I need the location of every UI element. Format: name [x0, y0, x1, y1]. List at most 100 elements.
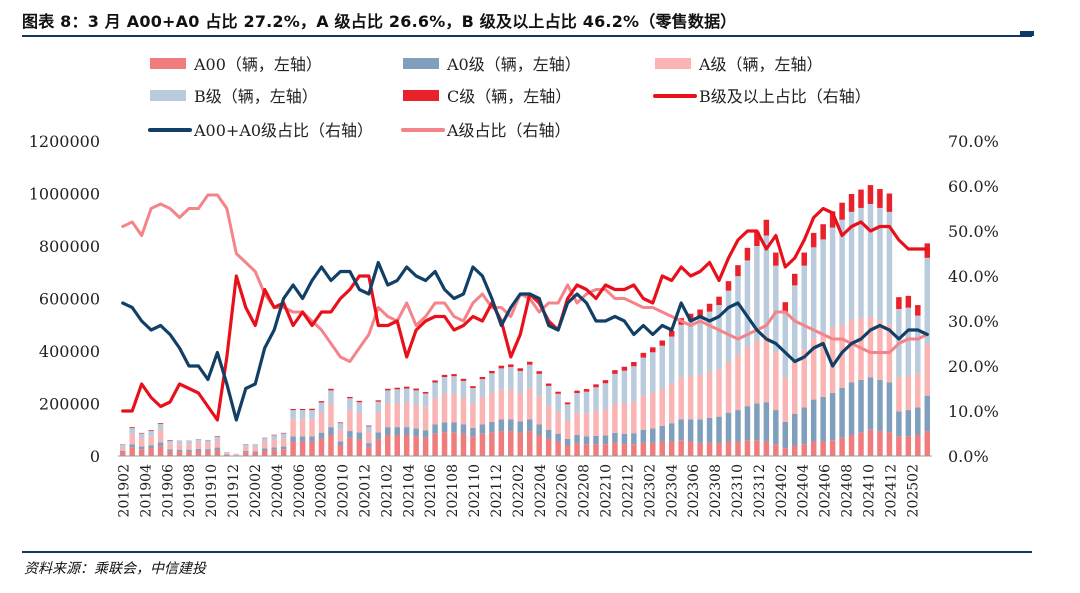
bar-a0-77 — [848, 382, 855, 435]
bar-a-28 — [385, 403, 391, 428]
bar-a00-20 — [309, 441, 315, 456]
bar-b-35 — [451, 376, 457, 395]
bar-a0-42 — [517, 421, 524, 433]
bar-a-17 — [280, 438, 287, 447]
bar-a-22 — [328, 403, 334, 428]
lines — [121, 193, 929, 422]
bar-a00-70 — [782, 448, 789, 457]
bar-b-20 — [309, 410, 315, 420]
right-tick-label: 70.0% — [948, 132, 999, 151]
bar-a00-6 — [176, 451, 183, 456]
x-tick-label: 202006 — [292, 464, 308, 518]
source-note: 资料来源：乘联会，中信建投 — [24, 561, 206, 577]
bar-b-13 — [243, 444, 249, 447]
bar-b-9 — [205, 440, 211, 444]
bar-a00-83 — [905, 436, 912, 456]
bar-a00-58 — [668, 441, 675, 456]
bar-a-32 — [422, 407, 429, 431]
right-tick-label: 0.0% — [948, 447, 989, 466]
bar-a-63 — [716, 369, 722, 417]
line-a00a0_share — [121, 260, 929, 422]
bar-a0-80 — [877, 379, 883, 432]
legend-label-c: C级（辆，左轴） — [447, 87, 571, 106]
bar-c-29 — [394, 387, 400, 390]
bar-a00-42 — [517, 432, 524, 457]
bar-b-3 — [148, 431, 154, 437]
bar-c-73 — [810, 232, 817, 248]
bar-a-51 — [602, 409, 609, 436]
bar-a0-37 — [470, 427, 476, 437]
bar-a-2 — [138, 438, 145, 447]
bar-a-4 — [157, 430, 164, 443]
right-tick-label: 10.0% — [948, 402, 999, 421]
bar-a00-82 — [896, 436, 902, 456]
bar-a00-85 — [924, 431, 931, 456]
bar-c-41 — [508, 364, 514, 368]
bar-a-72 — [801, 349, 807, 408]
bar-b-49 — [583, 391, 590, 414]
bar-a00-46 — [555, 441, 561, 456]
bottom-rule — [22, 551, 1032, 553]
x-tick-label: 202410 — [861, 464, 877, 517]
bar-a0-81 — [886, 382, 893, 433]
bar-a0-49 — [583, 436, 590, 445]
bar-c-3 — [148, 430, 154, 432]
bar-b-19 — [299, 410, 306, 420]
bar-a0-23 — [337, 441, 344, 446]
bar-a0-9 — [205, 449, 211, 452]
bar-c-82 — [896, 297, 902, 309]
bar-a-40 — [498, 389, 505, 420]
right-axis: 0.0% 10.0% 20.0% 30.0% 40.0% 50.0% 60.0% 70.0% — [948, 132, 999, 466]
bar-a-68 — [763, 335, 770, 403]
bar-b-62 — [706, 311, 713, 373]
bar-a00-18 — [290, 441, 296, 456]
bar-b-80 — [877, 207, 883, 321]
left-tick-label: 400000 — [39, 342, 100, 361]
bar-c-62 — [706, 303, 713, 312]
bar-a0-33 — [432, 424, 438, 434]
bar-a0-52 — [612, 432, 618, 443]
left-tick-label: 0 — [90, 447, 100, 466]
bar-a-23 — [337, 429, 344, 442]
x-tick-label: 202412 — [883, 464, 899, 517]
bar-c-38 — [479, 376, 486, 380]
bar-a00-54 — [631, 444, 637, 456]
bar-a-80 — [877, 320, 883, 380]
bar-a-74 — [820, 333, 826, 397]
bar-b-37 — [470, 388, 476, 404]
bar-c-77 — [848, 194, 855, 212]
bar-a00-3 — [148, 448, 154, 456]
bar-c-68 — [763, 219, 770, 236]
bar-b-69 — [773, 265, 779, 353]
bar-a00-64 — [725, 441, 732, 456]
bar-a0-66 — [744, 406, 751, 441]
x-tick-label: 202310 — [730, 464, 746, 517]
bar-b-48 — [574, 393, 580, 413]
bar-c-19 — [299, 409, 306, 411]
bar-a-54 — [631, 401, 637, 434]
bar-b-56 — [650, 352, 656, 393]
bar-a0-79 — [867, 377, 874, 430]
bar-c-48 — [574, 390, 580, 393]
bar-c-67 — [754, 231, 760, 246]
bar-c-17 — [280, 432, 287, 434]
bar-a00-10 — [214, 449, 221, 456]
x-tick-label: 201902 — [116, 464, 132, 517]
bar-a00-80 — [877, 431, 883, 456]
bar-a-38 — [479, 397, 486, 425]
line-b_share — [121, 206, 929, 422]
left-tick-label: 200000 — [39, 395, 100, 414]
bar-a00-47 — [564, 445, 571, 456]
bar-b-59 — [678, 324, 684, 378]
bar-a00-48 — [574, 442, 580, 457]
bar-b-17 — [280, 433, 287, 439]
bar-a00-57 — [659, 441, 665, 456]
x-tick-label: 202210 — [599, 464, 615, 517]
bar-a-25 — [356, 412, 363, 433]
bar-a0-57 — [659, 425, 665, 442]
bar-c-66 — [744, 247, 751, 261]
bar-a00-51 — [602, 444, 609, 456]
bar-c-54 — [631, 362, 637, 367]
x-tick-label: 202312 — [752, 464, 768, 517]
bar-c-75 — [829, 211, 836, 228]
